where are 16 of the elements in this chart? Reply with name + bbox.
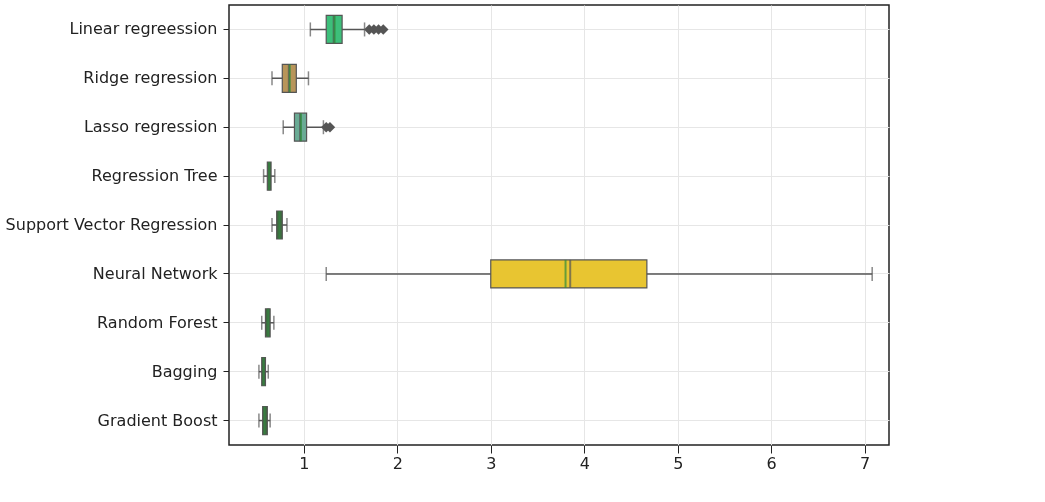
- x-tick-label: 6: [766, 453, 777, 473]
- y-tick-label: Gradient Boost: [97, 410, 218, 430]
- y-tick-label: Support Vector Regression: [5, 215, 218, 234]
- y-tick-label: Regression Tree: [91, 166, 218, 186]
- x-tick-label: 2: [392, 453, 403, 473]
- y-tick-label: Bagging: [151, 361, 218, 381]
- y-tick-label: Lasso regression: [83, 117, 218, 137]
- y-tick-label: Random Forest: [97, 312, 218, 332]
- x-tick-label: 5: [673, 453, 684, 473]
- x-tick-label: 1: [299, 453, 310, 473]
- x-tick-label: 4: [579, 453, 590, 473]
- y-tick-label: Ridge regression: [83, 68, 218, 88]
- y-tick-label: Linear regreession: [69, 19, 218, 39]
- y-tick-label: Neural Network: [92, 263, 219, 283]
- x-tick-label: 7: [860, 453, 871, 473]
- x-tick-label: 3: [486, 453, 497, 473]
